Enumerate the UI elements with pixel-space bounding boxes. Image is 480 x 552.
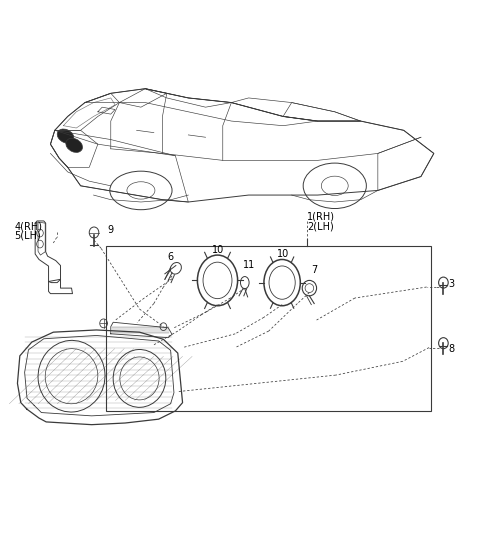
Text: 7: 7 bbox=[311, 266, 317, 275]
Bar bbox=[106, 246, 432, 411]
Ellipse shape bbox=[66, 138, 83, 152]
Text: 2(LH): 2(LH) bbox=[307, 221, 334, 231]
Text: 8: 8 bbox=[448, 344, 455, 354]
Text: 3: 3 bbox=[448, 279, 455, 289]
Text: 11: 11 bbox=[243, 260, 256, 270]
Text: 4(RH): 4(RH) bbox=[14, 221, 42, 231]
Ellipse shape bbox=[57, 129, 74, 143]
Text: 5(LH): 5(LH) bbox=[14, 231, 41, 241]
Text: 9: 9 bbox=[108, 225, 114, 235]
Text: 10: 10 bbox=[212, 245, 225, 254]
Text: 10: 10 bbox=[277, 249, 289, 259]
Text: 6: 6 bbox=[168, 252, 174, 262]
Text: 1(RH): 1(RH) bbox=[307, 211, 335, 221]
